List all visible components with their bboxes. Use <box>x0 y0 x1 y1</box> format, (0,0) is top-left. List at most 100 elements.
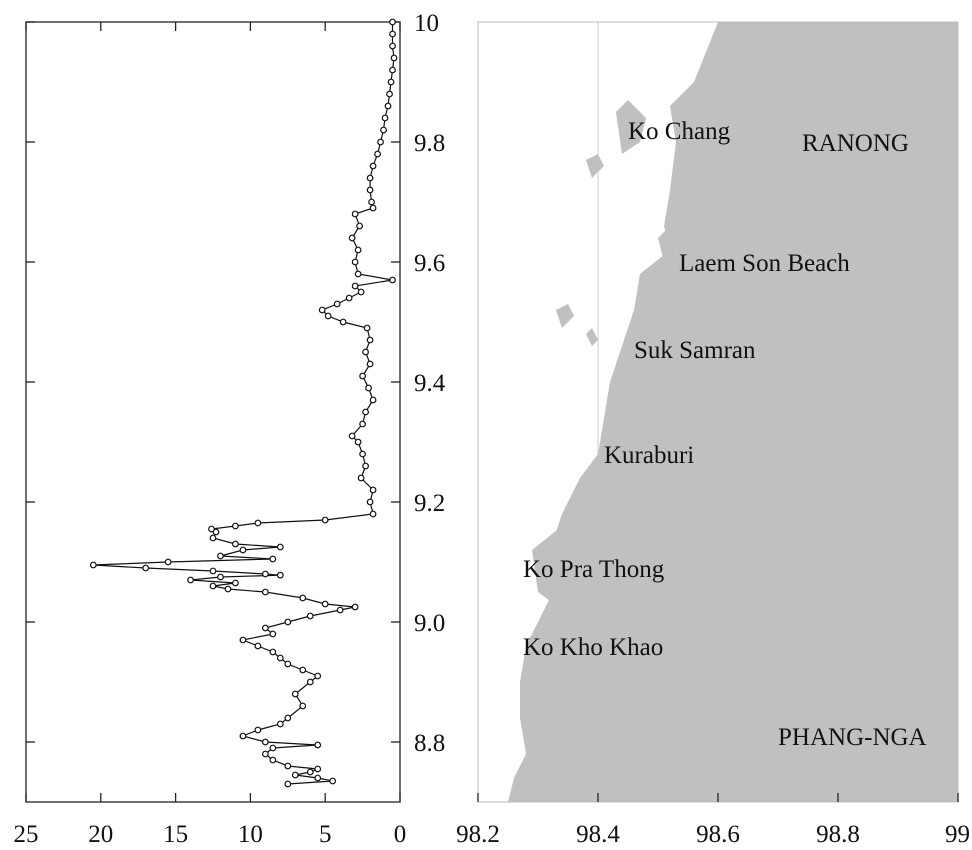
profile-point <box>269 555 277 563</box>
profile-point <box>239 732 247 740</box>
place-label: Ko Pra Thong <box>523 556 665 583</box>
profile-series-line <box>93 22 395 785</box>
profile-point <box>390 54 398 62</box>
profile-point <box>224 585 232 593</box>
map-island <box>532 526 586 610</box>
profile-point <box>284 618 292 626</box>
profile-point <box>362 408 369 416</box>
profile-point <box>269 648 277 656</box>
profile-point <box>164 558 172 566</box>
profile-point <box>284 714 292 722</box>
profile-point <box>384 102 392 110</box>
profile-point <box>366 186 374 194</box>
profile-point <box>369 162 377 170</box>
profile-point <box>318 306 326 314</box>
profile-point <box>369 486 377 494</box>
profile-point <box>366 498 374 506</box>
profile-point <box>354 438 362 446</box>
lat-tick-label: 9.0 <box>414 610 445 637</box>
profile-point <box>314 774 322 782</box>
profile-point <box>291 690 299 698</box>
profile-point <box>359 420 367 428</box>
profile-point <box>217 573 224 581</box>
lon-tick-label: 98.6 <box>696 821 740 848</box>
profile-points <box>89 18 398 788</box>
place-label: RANONG <box>802 130 909 157</box>
profile-point <box>261 570 269 578</box>
profile-point <box>381 114 389 122</box>
profile-point <box>359 372 367 380</box>
profile-point <box>276 571 284 579</box>
profile-point <box>389 66 396 74</box>
profile-point <box>261 588 269 596</box>
profile-point <box>369 510 377 518</box>
profile-point <box>380 126 387 134</box>
profile-point <box>212 528 220 536</box>
profile-point <box>369 396 377 404</box>
profile-point <box>209 582 217 590</box>
profile-point <box>351 603 359 611</box>
place-label: Ko Chang <box>628 118 731 145</box>
profile-point <box>389 276 396 284</box>
place-label: Ko Kho Khao <box>523 634 663 661</box>
profile-x-tick-label: 0 <box>394 821 407 848</box>
map-panel: 98.2 98.4 98.6 98.8 99 Ko Chang RANONG Laem So… <box>456 21 970 848</box>
lon-tick-label: 98.8 <box>816 821 860 848</box>
profile-point <box>89 561 97 569</box>
lon-tick-label: 98.4 <box>576 821 620 848</box>
profile-point <box>336 606 344 614</box>
profile-point <box>187 576 194 584</box>
profile-point <box>261 750 269 758</box>
profile-point <box>377 138 384 146</box>
place-label: Kuraburi <box>604 442 694 469</box>
map-place-labels: Ko Chang RANONG Laem Son Beach Suk Samran Ku… <box>523 118 927 751</box>
lon-tick-label: 98.2 <box>456 821 500 848</box>
profile-point <box>209 567 217 575</box>
profile-point <box>276 654 284 662</box>
profile-point <box>369 204 377 212</box>
profile-x-tick-label: 15 <box>163 821 188 848</box>
profile-point <box>261 624 269 632</box>
profile-point <box>368 198 375 206</box>
lat-tick-label: 9.8 <box>414 130 445 157</box>
map-island <box>568 598 598 628</box>
profile-point <box>299 666 307 674</box>
profile-point <box>299 702 307 710</box>
profile-point <box>359 450 367 458</box>
profile-point <box>357 474 365 482</box>
profile-point <box>348 234 356 242</box>
profile-point <box>366 174 374 182</box>
lat-tick-label: 9.2 <box>414 490 445 517</box>
map-island <box>586 328 598 346</box>
profile-point <box>389 42 396 50</box>
profile-point <box>261 738 269 746</box>
profile-point <box>366 336 374 344</box>
profile-x-tick-label: 25 <box>14 821 39 848</box>
profile-point <box>348 432 356 440</box>
profile-point <box>269 744 277 752</box>
profile-point <box>254 726 262 734</box>
map-island <box>556 304 574 328</box>
profile-point <box>387 78 395 86</box>
profile-point <box>276 543 284 551</box>
profile-point <box>306 678 314 686</box>
profile-point <box>345 294 353 302</box>
profile-point <box>321 600 329 608</box>
lat-tick-label: 8.8 <box>414 730 445 757</box>
profile-point <box>389 30 396 38</box>
profile-point <box>306 612 314 620</box>
profile-point <box>374 150 381 158</box>
profile-point <box>389 18 396 26</box>
profile-point <box>217 552 224 560</box>
profile-point <box>269 756 277 764</box>
place-label: Suk Samran <box>634 337 756 364</box>
map-island <box>658 226 676 262</box>
profile-point <box>142 564 150 572</box>
profile-y-ticks: 8.8 9.0 9.2 9.4 9.6 9.8 10 <box>26 10 446 757</box>
profile-point <box>209 534 217 542</box>
profile-point <box>208 525 215 533</box>
lon-tick-label: 99 <box>945 821 970 848</box>
profile-point <box>351 210 359 218</box>
profile-point <box>276 720 284 728</box>
